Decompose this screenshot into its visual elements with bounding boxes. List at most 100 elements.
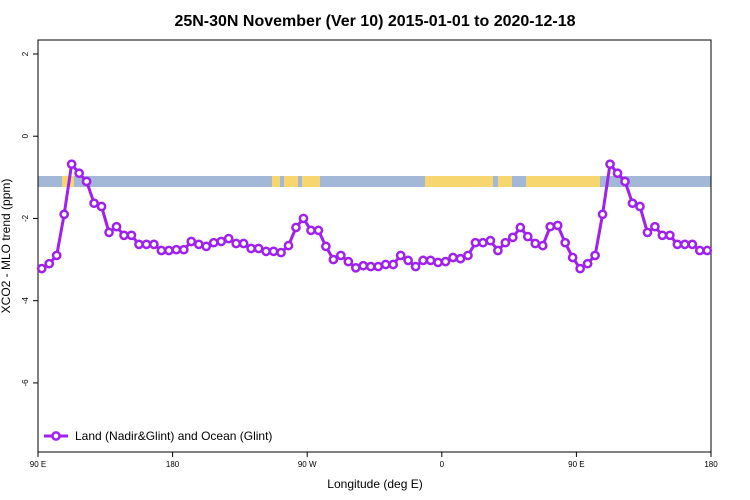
- data-point: [238, 238, 249, 249]
- data-point: [186, 236, 197, 247]
- data-point: [657, 230, 668, 241]
- data-point: [552, 220, 563, 231]
- data-point: [373, 261, 384, 272]
- data-point: [44, 258, 55, 269]
- data-point: [612, 168, 623, 179]
- data-point: [126, 230, 137, 241]
- data-point: [231, 238, 242, 249]
- data-point: [59, 209, 70, 220]
- data-point: [36, 263, 47, 274]
- data-point: [567, 252, 578, 263]
- data-point: [410, 261, 421, 272]
- data-point: [321, 241, 331, 252]
- data-point: [283, 240, 294, 251]
- data-point: [493, 245, 503, 256]
- x-tick-label: 180: [704, 460, 718, 469]
- data-point: [463, 250, 473, 261]
- y-axis-label: XCO2 - MLO trend (ppm): [0, 179, 13, 314]
- legend-marker: [51, 431, 61, 441]
- data-point: [313, 225, 324, 236]
- data-point: [246, 243, 256, 254]
- x-tick-label: 0: [440, 460, 445, 469]
- land-strip: [302, 176, 320, 187]
- data-point: [74, 168, 84, 179]
- data-point: [545, 221, 556, 232]
- data-point: [687, 239, 698, 250]
- data-point: [193, 239, 204, 250]
- land-strip: [498, 176, 512, 187]
- data-point: [336, 250, 346, 261]
- data-point: [597, 209, 608, 220]
- data-point: [530, 238, 541, 249]
- data-point: [276, 247, 286, 258]
- data-point: [470, 237, 481, 248]
- data-point: [635, 201, 645, 212]
- data-point: [365, 261, 376, 272]
- data-point: [178, 244, 189, 255]
- data-point: [253, 243, 264, 254]
- data-point: [388, 259, 399, 270]
- data-point: [201, 241, 212, 252]
- y-tick-label: 0: [21, 133, 30, 138]
- land-strip: [272, 176, 280, 187]
- land-strip: [425, 176, 493, 187]
- data-point: [149, 239, 159, 250]
- data-point: [119, 230, 129, 241]
- y-tick-label: -6: [21, 379, 30, 387]
- data-point: [665, 230, 675, 241]
- x-tick-label: 90 W: [298, 460, 317, 469]
- data-point: [605, 159, 615, 170]
- data-point: [156, 245, 167, 256]
- data-point: [380, 259, 391, 270]
- data-point: [560, 237, 571, 248]
- data-point: [291, 222, 301, 233]
- data-point: [66, 159, 77, 170]
- data-point: [111, 221, 122, 232]
- x-tick-label: 90 E: [568, 460, 584, 469]
- data-point: [515, 222, 526, 233]
- data-point: [51, 250, 62, 261]
- data-point: [208, 237, 219, 248]
- data-point: [537, 240, 548, 251]
- data-point: [261, 246, 271, 257]
- data-point: [590, 250, 600, 261]
- data-point: [216, 236, 227, 247]
- data-point: [418, 255, 428, 266]
- data-point: [694, 245, 705, 256]
- legend-label: Land (Nadir&Glint) and Ocean (Glint): [75, 429, 272, 443]
- x-tick-label: 90 E: [30, 460, 46, 469]
- data-point: [425, 255, 436, 266]
- y-tick-label: -2: [21, 214, 30, 222]
- data-point: [440, 256, 451, 267]
- ocean-strip: [38, 176, 711, 187]
- data-point: [478, 237, 488, 248]
- data-point: [627, 198, 638, 209]
- data-point: [134, 239, 144, 250]
- data-point: [223, 233, 234, 244]
- data-point: [507, 232, 518, 243]
- data-point: [433, 257, 443, 268]
- data-point: [500, 237, 511, 248]
- y-tick-label: 2: [21, 51, 30, 56]
- y-tick-label: -4: [21, 297, 30, 305]
- data-point: [575, 263, 585, 274]
- data-point: [650, 221, 660, 232]
- data-point: [485, 235, 496, 246]
- data-point: [164, 245, 174, 256]
- data-point: [672, 239, 683, 250]
- data-point: [642, 227, 653, 238]
- data-point: [343, 256, 354, 267]
- data-point: [403, 255, 413, 266]
- data-point: [141, 239, 152, 250]
- land-strip: [284, 176, 298, 187]
- plot-frame: [37, 39, 712, 453]
- data-point: [328, 254, 339, 265]
- data-point: [89, 198, 99, 209]
- x-tick-label: 180: [166, 460, 180, 469]
- x-axis-label: Longitude (deg E): [327, 477, 422, 491]
- chart-title: 25N-30N November (Ver 10) 2015-01-01 to …: [174, 13, 575, 30]
- land-ocean-strip: [38, 176, 711, 187]
- data-point: [306, 225, 316, 236]
- data-point: [268, 246, 279, 257]
- data-point: [679, 239, 690, 250]
